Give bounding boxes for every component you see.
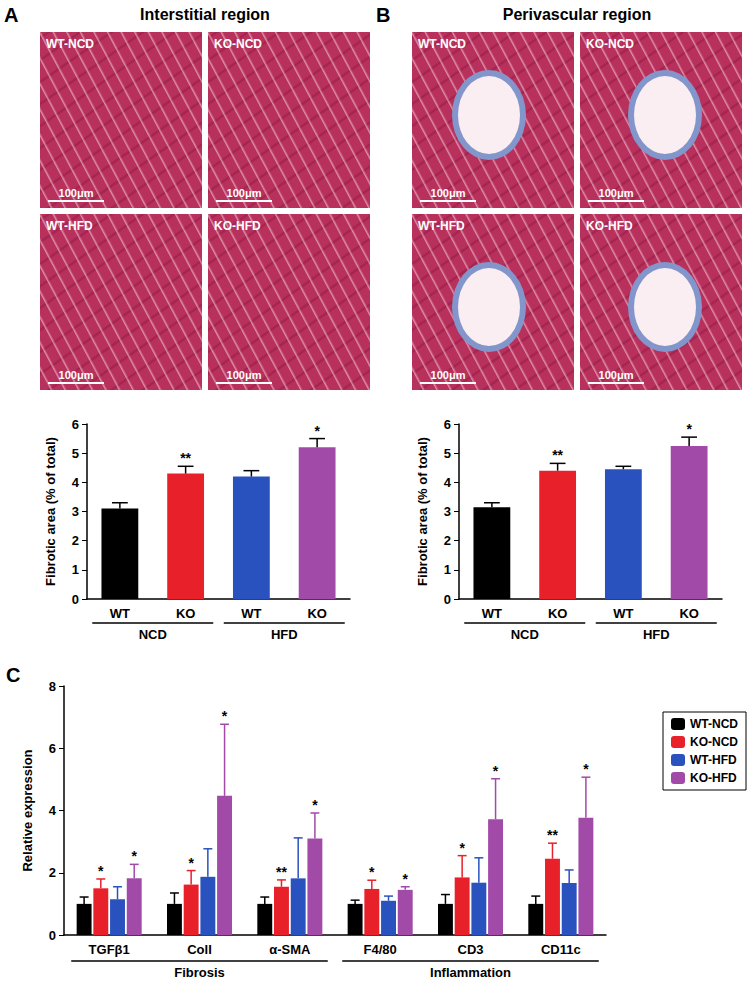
html-text:100μm: 100μm	[598, 187, 634, 199]
svg-text:**: **	[180, 450, 191, 466]
svg-text:WT: WT	[241, 606, 261, 621]
svg-text:HFD: HFD	[643, 627, 670, 642]
svg-text:**: **	[547, 827, 558, 843]
svg-text:1: 1	[72, 562, 79, 577]
html-text:100μm: 100μm	[226, 369, 262, 381]
svg-text:*: *	[369, 864, 375, 880]
svg-text:2: 2	[444, 533, 451, 548]
svg-text:CD3: CD3	[457, 942, 483, 957]
html-text:B: B	[376, 4, 391, 26]
html-text:WT-NCD: WT-NCD	[46, 37, 94, 51]
svg-text:4: 4	[444, 475, 452, 490]
svg-text:**: **	[552, 447, 563, 463]
svg-text:6: 6	[72, 417, 79, 432]
html-text:100μm: 100μm	[430, 369, 466, 381]
svg-text:0: 0	[444, 592, 451, 607]
html-text:Perivascular region: Perivascular region	[502, 6, 652, 23]
svg-text:Relative expression: Relative expression	[20, 749, 35, 871]
html-text:100μm: 100μm	[58, 187, 94, 199]
svg-text:*: *	[403, 871, 409, 887]
svg-text:2: 2	[49, 865, 56, 880]
svg-text:*: *	[132, 848, 138, 864]
svg-text:3: 3	[444, 504, 451, 519]
svg-text:WT-HFD: WT-HFD	[690, 753, 737, 767]
svg-text:6: 6	[444, 417, 451, 432]
svg-text:*: *	[459, 840, 465, 856]
svg-text:*: *	[312, 797, 318, 813]
svg-text:HFD: HFD	[271, 627, 298, 642]
svg-text:6: 6	[49, 741, 56, 756]
svg-text:CD11c: CD11c	[541, 942, 581, 957]
svg-text:0: 0	[72, 592, 79, 607]
svg-text:ColI: ColI	[187, 942, 212, 957]
svg-text:*: *	[314, 423, 320, 439]
svg-text:WT-NCD: WT-NCD	[690, 717, 738, 731]
svg-text:α-SMA: α-SMA	[269, 942, 311, 957]
svg-text:KO: KO	[176, 606, 196, 621]
svg-text:3: 3	[72, 504, 79, 519]
svg-text:2: 2	[72, 533, 79, 548]
html-text:Interstitial region: Interstitial region	[140, 6, 270, 23]
svg-text:*: *	[493, 763, 499, 779]
html-text:WT-HFD: WT-HFD	[46, 219, 93, 233]
html-text:100μm: 100μm	[430, 187, 466, 199]
html-text:KO-NCD: KO-NCD	[586, 37, 634, 51]
svg-text:WT: WT	[482, 606, 502, 621]
html-text:KO-NCD: KO-NCD	[214, 37, 262, 51]
svg-text:WT: WT	[613, 606, 633, 621]
svg-text:Fibrosis: Fibrosis	[174, 965, 225, 980]
html-text:C: C	[6, 664, 21, 686]
svg-text:*: *	[188, 855, 194, 871]
svg-text:Fibrotic area (% of total): Fibrotic area (% of total)	[43, 437, 58, 586]
svg-text:KO: KO	[679, 606, 699, 621]
html-text:KO-HFD: KO-HFD	[214, 219, 261, 233]
svg-text:*: *	[686, 421, 692, 437]
svg-text:**: **	[276, 864, 287, 880]
svg-text:5: 5	[444, 446, 451, 461]
svg-text:1: 1	[444, 562, 451, 577]
svg-text:*: *	[583, 761, 589, 777]
svg-text:4: 4	[72, 475, 80, 490]
svg-text:NCD: NCD	[139, 627, 167, 642]
svg-text:F4/80: F4/80	[364, 942, 397, 957]
html-text:100μm: 100μm	[226, 187, 262, 199]
svg-text:4: 4	[49, 803, 57, 818]
svg-text:WT: WT	[110, 606, 130, 621]
svg-text:KO-HFD: KO-HFD	[690, 771, 737, 785]
svg-text:5: 5	[72, 446, 79, 461]
html-text:KO-HFD: KO-HFD	[586, 219, 633, 233]
svg-text:*: *	[98, 863, 104, 879]
svg-text:0: 0	[49, 928, 56, 943]
svg-text:Fibrotic area (% of total): Fibrotic area (% of total)	[415, 437, 430, 586]
html-text:WT-NCD: WT-NCD	[418, 37, 466, 51]
svg-text:8: 8	[49, 679, 56, 694]
svg-text:TGFβ1: TGFβ1	[89, 942, 130, 957]
svg-text:NCD: NCD	[511, 627, 539, 642]
html-text:100μm: 100μm	[598, 369, 634, 381]
svg-text:*: *	[222, 708, 228, 724]
svg-text:Inflammation: Inflammation	[430, 965, 511, 980]
html-text:100μm: 100μm	[58, 369, 94, 381]
html-text:WT-HFD: WT-HFD	[418, 219, 465, 233]
svg-text:KO: KO	[307, 606, 327, 621]
svg-text:KO: KO	[548, 606, 568, 621]
html-text:A: A	[4, 4, 19, 26]
svg-text:KO-NCD: KO-NCD	[690, 735, 738, 749]
